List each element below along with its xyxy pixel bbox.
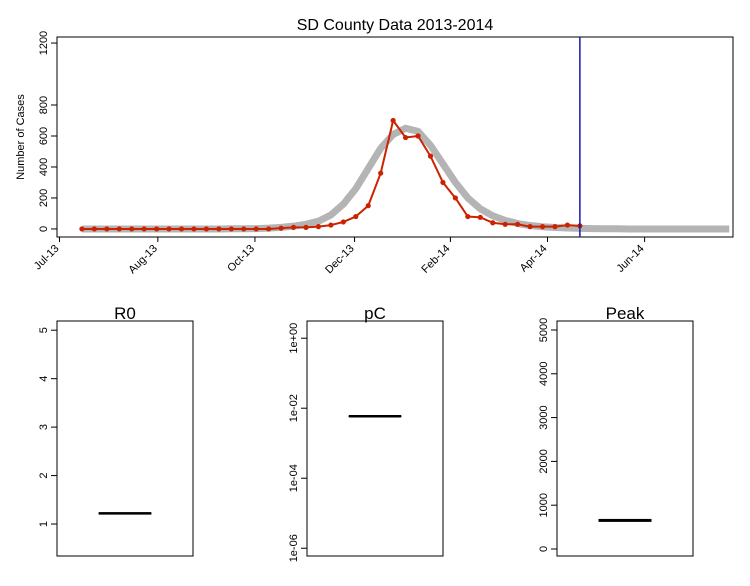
panel: Peak 0 1000 2000 3000 4000 5000	[538, 304, 694, 557]
y-tick-label: 1e-04	[288, 464, 300, 492]
plot-frame	[56, 320, 194, 557]
data-point	[116, 226, 122, 232]
data-point	[353, 213, 359, 220]
x-tick-label: Aug-13	[126, 243, 160, 277]
y-tick-label: 0	[538, 546, 550, 552]
data-point	[527, 224, 533, 230]
data-point	[465, 213, 471, 220]
y-tick-label: 4000	[538, 362, 550, 386]
x-tick-label: Dec-13	[323, 243, 357, 277]
chart-title: pC	[364, 304, 386, 323]
x-tick-label: Oct-13	[225, 243, 257, 275]
data-point	[104, 226, 110, 232]
data-point	[539, 224, 546, 230]
data-point	[203, 226, 209, 232]
data-point	[266, 226, 272, 232]
y-tick-label: 2000	[538, 449, 550, 473]
data-point	[79, 226, 85, 232]
data-point	[241, 226, 247, 232]
y-tick-label: 1e-06	[288, 534, 300, 562]
data-point	[178, 226, 185, 232]
y-tick-label: 3	[38, 424, 50, 430]
y-tick-label: 2	[38, 473, 50, 479]
chart-title: SD County Data 2013-2014	[297, 17, 494, 34]
y-tick-label: 1e-02	[288, 394, 300, 422]
y-tick-label: 200	[38, 189, 50, 207]
x-tick-label: Jun-14	[614, 243, 646, 275]
data-point	[141, 226, 147, 232]
y-tick-label: 1000	[538, 493, 550, 517]
chart-title: R0	[114, 304, 136, 323]
data-point	[490, 220, 496, 226]
y-tick-label: 4	[38, 376, 50, 382]
y-tick-label: 800	[38, 96, 50, 114]
data-point	[91, 226, 97, 232]
y-tick-label: 5	[38, 327, 50, 333]
data-point	[290, 224, 297, 230]
data-point	[378, 170, 384, 176]
data-point	[191, 226, 197, 232]
panel: SD County Data 2013-2014 0 200 400 600 800 120…	[15, 17, 734, 277]
x-tick-label: Feb-14	[419, 243, 452, 276]
data-point	[365, 203, 371, 209]
data-point	[427, 153, 434, 159]
chart-title: Peak	[606, 304, 645, 323]
data-point	[415, 133, 421, 139]
y-tick-label: 400	[38, 158, 50, 176]
data-point	[328, 222, 334, 228]
data-point	[315, 224, 322, 230]
y-tick-label: 1	[38, 521, 50, 527]
data-point	[564, 222, 571, 228]
data-point	[253, 226, 259, 232]
plot-frame	[306, 320, 444, 557]
data-point	[340, 219, 346, 225]
data-point	[303, 224, 309, 230]
x-tick-label: Apr-14	[518, 243, 550, 275]
data-point	[390, 117, 396, 124]
data-point	[515, 221, 521, 227]
y-axis-label: Number of Cases	[15, 94, 27, 180]
data-point	[502, 221, 508, 227]
panel: pC 1e+00 1e-02 1e-04 1e-06	[288, 304, 444, 562]
data-point	[402, 134, 409, 141]
data-point	[440, 179, 446, 186]
data-point	[552, 224, 558, 230]
y-tick-label: 600	[38, 127, 50, 145]
y-tick-label: 3000	[538, 405, 550, 429]
data-point	[153, 226, 160, 232]
y-tick-label: 1200	[38, 31, 50, 55]
y-tick-label: 5000	[538, 318, 550, 342]
data-point	[477, 214, 483, 220]
y-tick-label: 1e+00	[288, 323, 300, 354]
data-point	[452, 195, 458, 201]
data-point	[278, 225, 284, 231]
plot-frame	[56, 36, 734, 238]
series-line	[81, 124, 730, 233]
data-point	[228, 226, 234, 232]
panel: R0 1 2 3 4 5	[38, 304, 194, 557]
data-point	[216, 226, 222, 232]
x-tick-label: Jul-13	[32, 243, 62, 273]
data-point	[129, 226, 135, 232]
y-tick-label: 0	[38, 226, 50, 232]
data-point	[166, 226, 172, 232]
plot-frame	[556, 320, 694, 557]
